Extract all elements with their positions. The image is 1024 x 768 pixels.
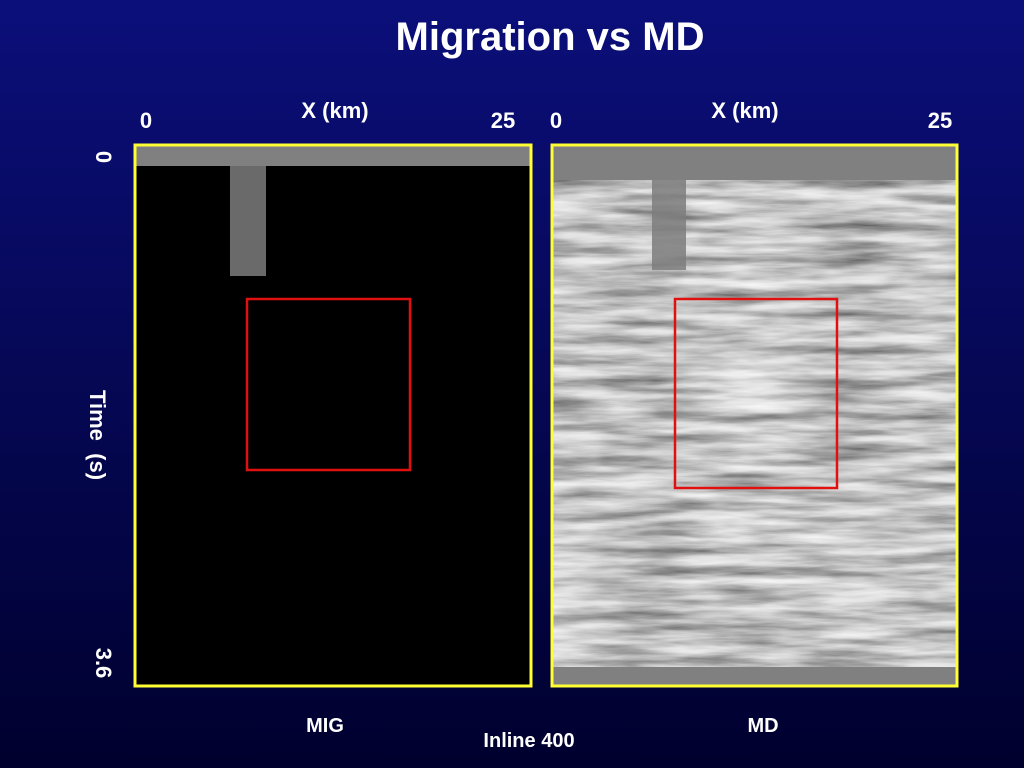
highlight-box [245,297,412,472]
x-tick-label: 0 [550,108,562,133]
seismic-image [553,146,956,685]
x-tick-label: 0 [140,108,152,133]
footer-label: Inline 400 [483,730,574,752]
x-tick-label: 25 [491,108,515,133]
y-tick-label: 3.6 [91,648,116,679]
slide-title: Migration vs MD [396,15,705,59]
panel-frame [133,143,533,688]
highlight-box [673,297,839,490]
panel-caption: MD [747,715,778,737]
y-axis-label: Time (s) [85,390,110,480]
x-axis-label: X (km) [711,98,778,123]
y-tick-label: 0 [91,151,116,163]
panel-caption: MIG [306,715,344,737]
x-axis-label: X (km) [301,98,368,123]
seismic-image [136,146,530,685]
panel-frame [550,143,959,688]
x-tick-label: 25 [928,108,952,133]
